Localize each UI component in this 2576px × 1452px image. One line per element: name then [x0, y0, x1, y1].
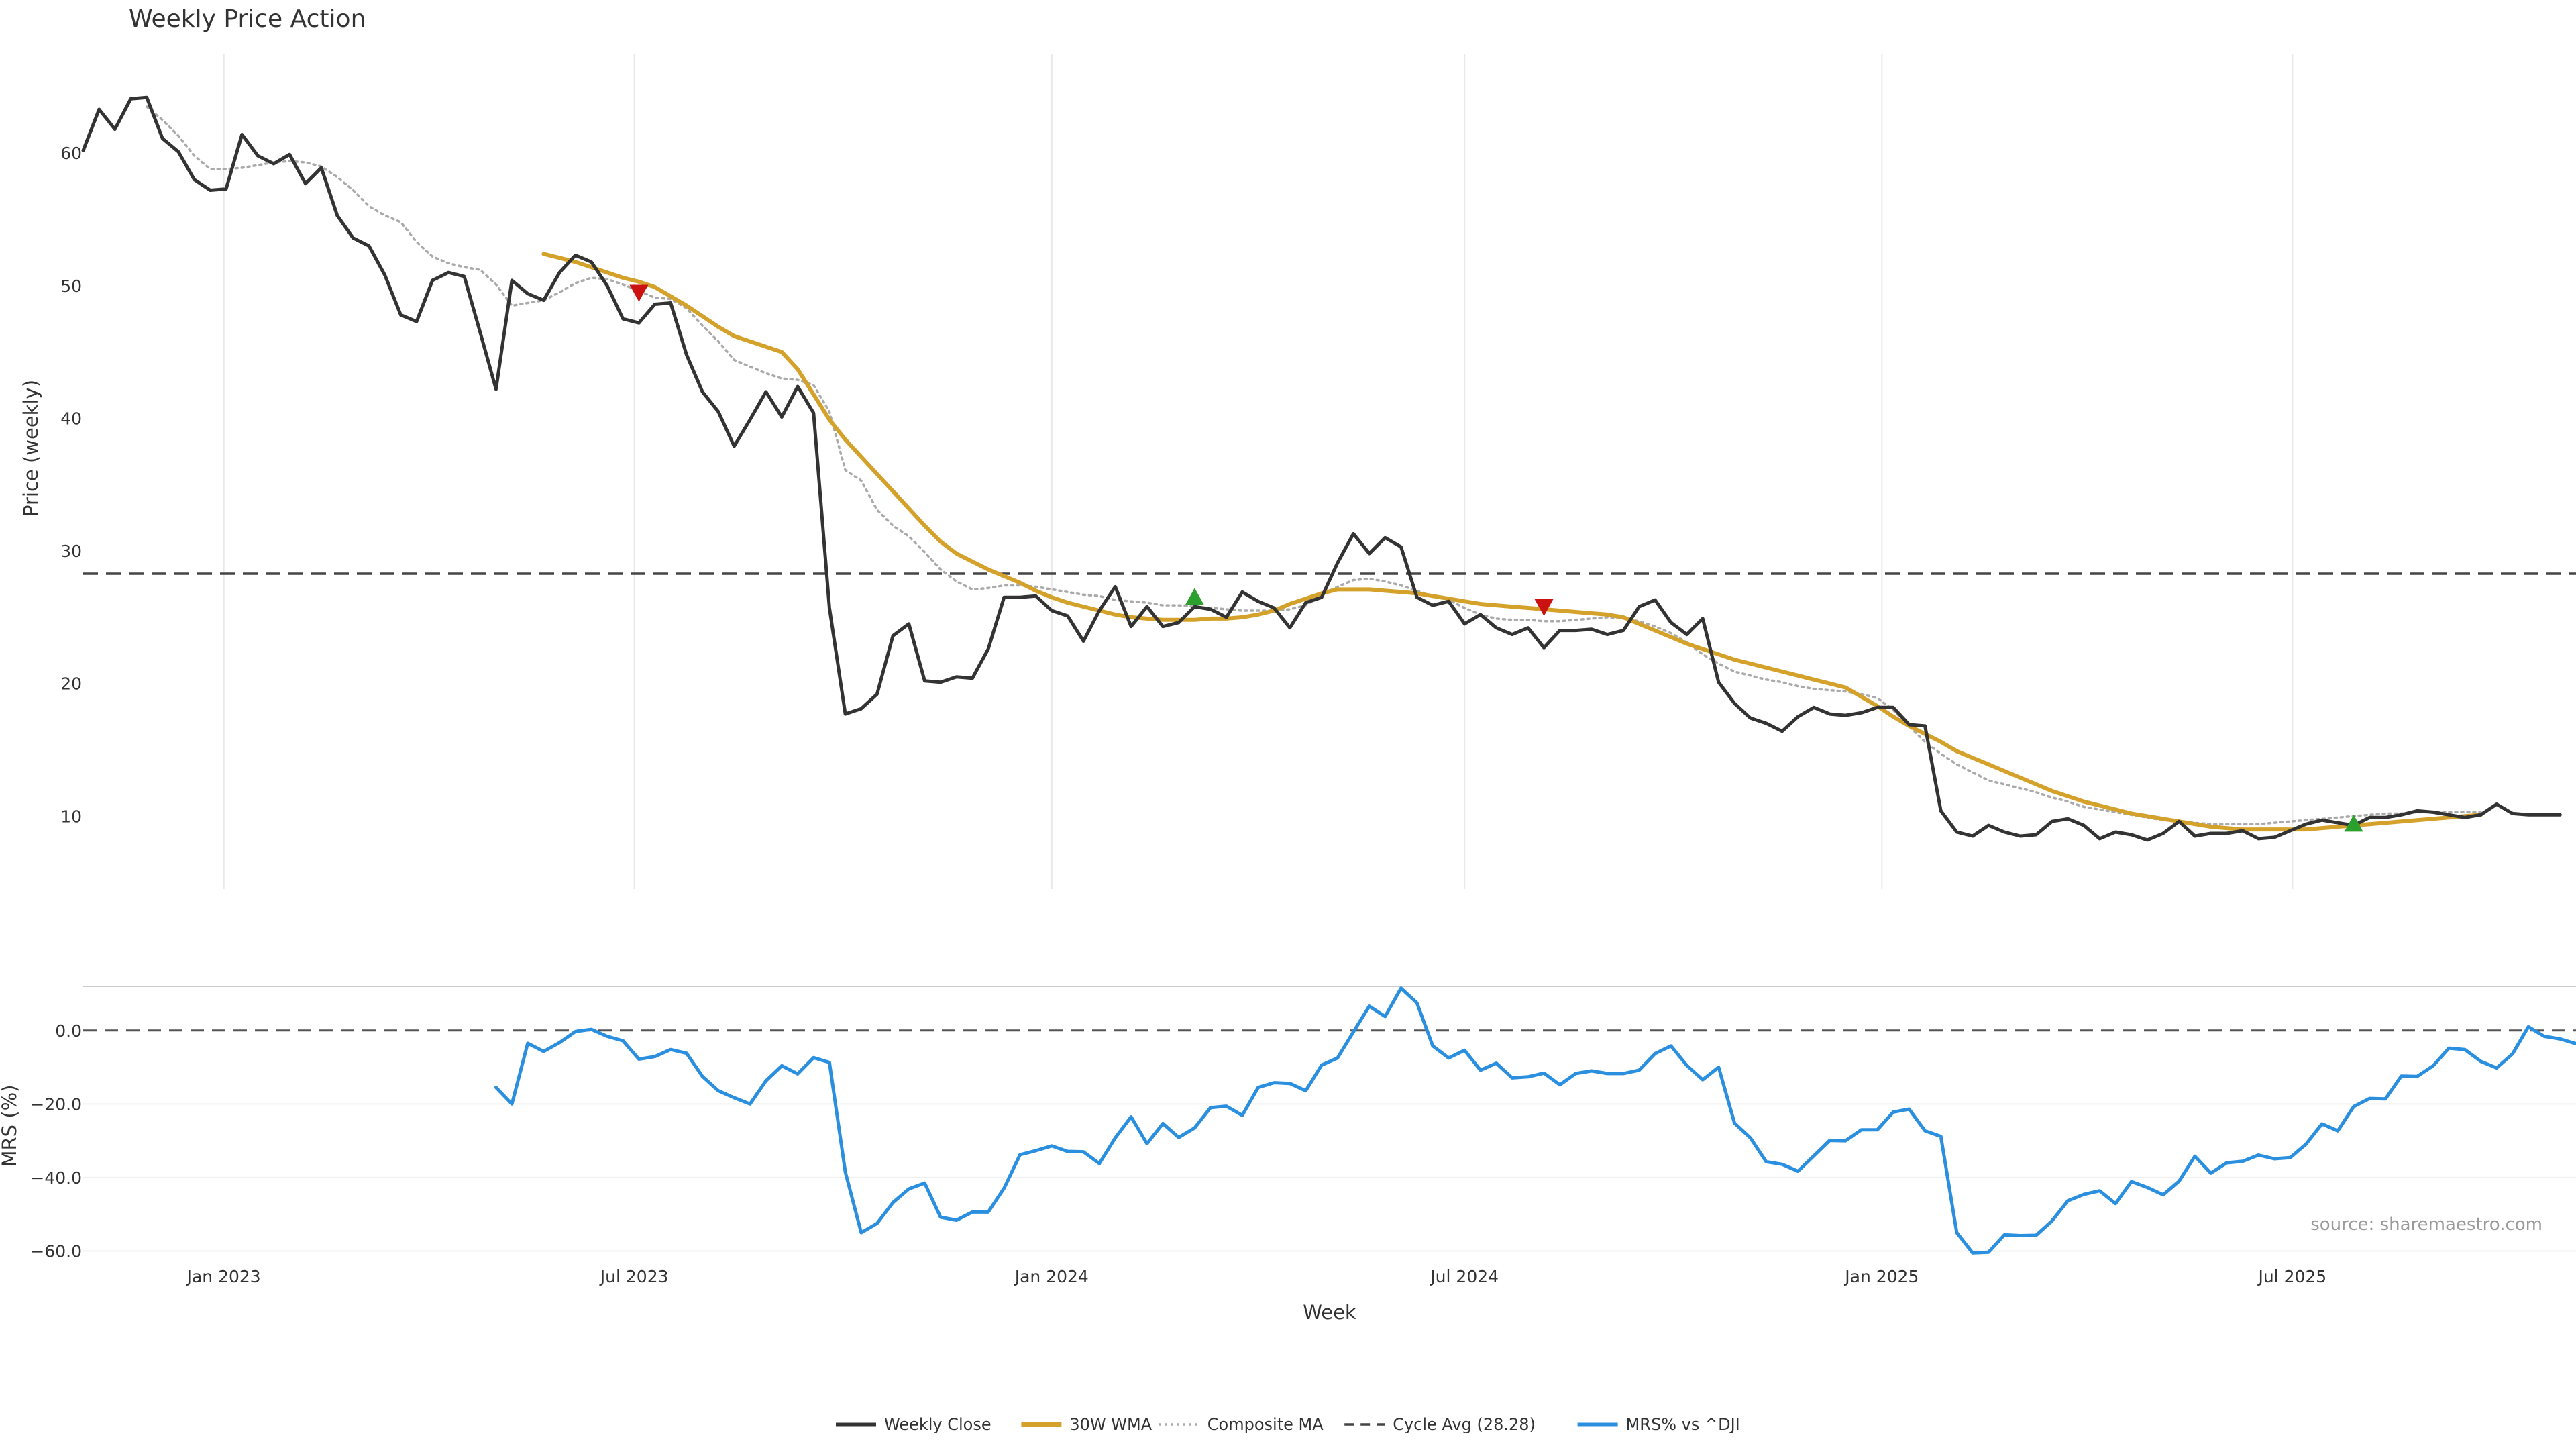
- chart-title: Weekly Price Action: [129, 5, 366, 33]
- upper-y-axis-title: Price (weekly): [19, 380, 42, 517]
- upper-series: [81, 95, 2576, 842]
- sell-signal-marker: [629, 284, 649, 302]
- legend-label: Weekly Close: [884, 1415, 991, 1434]
- buy-signal-marker: [2344, 815, 2363, 832]
- x-tick-label: Jan 2024: [1014, 1267, 1089, 1286]
- x-axis-title: Week: [1303, 1301, 1356, 1324]
- legend-label: Composite MA: [1208, 1415, 1324, 1434]
- lower-y-tick-labels: 0.0 −20.0 −40.0 −60.0: [30, 1021, 82, 1261]
- legend-label: 30W WMA: [1069, 1415, 1152, 1434]
- upper-y-tick-label: 20: [60, 674, 82, 694]
- upper-y-tick-label: 40: [60, 409, 82, 428]
- upper-y-tick-label: 50: [60, 276, 82, 296]
- x-tick-label: Jan 2023: [186, 1267, 261, 1286]
- series-close-line: [81, 95, 2562, 842]
- series-composite-line: [145, 105, 2482, 825]
- legend-label: MRS% vs ^DJI: [1626, 1415, 1740, 1434]
- series-mrs-line: [494, 986, 2576, 1255]
- lower-y-tick-label: −60.0: [30, 1242, 82, 1261]
- lower-y-axis-title: MRS (%): [0, 1085, 21, 1168]
- upper-y-tick-labels: 10 20 30 40 50 60: [60, 144, 82, 826]
- buy-signal-marker: [1185, 588, 1204, 605]
- lower-series: [83, 986, 2576, 1255]
- x-tick-labels: Jan 2023 Jul 2023 Jan 2024 Jul 2024 Jan 2025…: [186, 1267, 2327, 1286]
- legend: Weekly Close 30W WMA Composite MA Cycle Avg…: [836, 1415, 1740, 1434]
- legend-item-close: Weekly Close: [836, 1415, 991, 1434]
- legend-item-mrs: MRS% vs ^DJI: [1577, 1415, 1740, 1434]
- upper-grid: [223, 54, 2294, 889]
- signal-markers: [629, 284, 2363, 832]
- x-tick-label: Jul 2024: [1429, 1267, 1499, 1286]
- upper-y-tick-label: 10: [60, 807, 82, 826]
- series-wma-line: [541, 252, 2483, 832]
- x-tick-label: Jan 2025: [1843, 1267, 1919, 1286]
- x-tick-label: Jul 2025: [2257, 1267, 2326, 1286]
- x-tick-label: Jul 2023: [599, 1267, 669, 1286]
- source-note: source: sharemaestro.com: [2310, 1214, 2542, 1235]
- legend-item-wma: 30W WMA: [1021, 1415, 1152, 1434]
- legend-item-cycle: Cycle Avg (28.28): [1344, 1415, 1536, 1434]
- lower-y-tick-label: 0.0: [55, 1021, 82, 1041]
- legend-item-composite: Composite MA: [1159, 1415, 1324, 1434]
- upper-y-tick-label: 30: [60, 541, 82, 561]
- legend-label: Cycle Avg (28.28): [1393, 1415, 1536, 1434]
- upper-y-tick-label: 60: [60, 144, 82, 163]
- lower-y-tick-label: −20.0: [30, 1094, 82, 1114]
- lower-y-tick-label: −40.0: [30, 1168, 82, 1188]
- lower-grid: [83, 1103, 2576, 1252]
- sell-signal-marker: [1534, 599, 1554, 617]
